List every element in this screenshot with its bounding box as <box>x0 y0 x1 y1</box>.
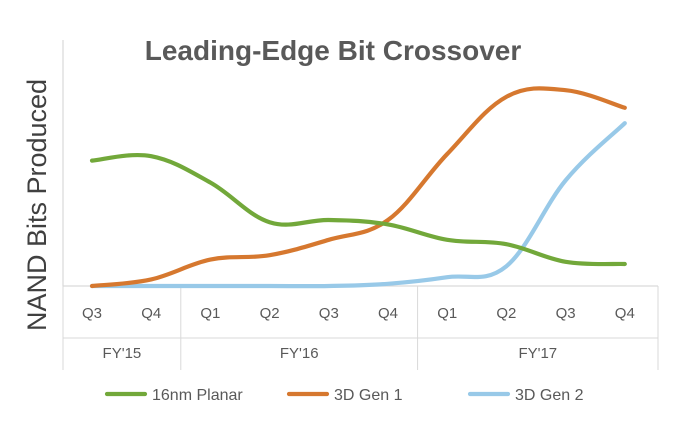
x-group-label: FY'17 <box>518 345 557 362</box>
legend-label-3d-gen-1: 3D Gen 1 <box>334 387 403 404</box>
legend-label-3d-gen-2: 3D Gen 2 <box>515 387 584 404</box>
series-layer <box>89 86 627 289</box>
x-tick-label: Q3 <box>319 305 339 322</box>
x-tick-label: Q2 <box>260 305 280 322</box>
series-line-3d-gen-2 <box>89 121 627 289</box>
x-tick-label: Q3 <box>556 305 576 322</box>
series-line-16nm-planar <box>89 152 627 267</box>
x-tick-label: Q1 <box>437 305 457 322</box>
x-tick-label: Q4 <box>141 305 161 322</box>
x-tick-label: Q4 <box>378 305 398 322</box>
x-tick-label: Q4 <box>615 305 635 322</box>
x-tick-label: Q2 <box>496 305 516 322</box>
y-axis-label: NAND Bits Produced <box>22 79 52 331</box>
series-line-3d-gen-1 <box>89 86 627 289</box>
x-group-label: FY'15 <box>103 345 142 362</box>
legend-label-16nm-planar: 16nm Planar <box>152 387 243 404</box>
chart-title: Leading-Edge Bit Crossover <box>145 35 522 66</box>
x-tick-label: Q3 <box>82 305 102 322</box>
axis-layer: Q3 Q4 Q1 Q2 Q3 Q4 Q1 Q2 Q3 Q4 FY'15 FY'16 FY'17 <box>62 40 659 370</box>
x-group-label: FY'16 <box>280 345 319 362</box>
x-tick-label: Q1 <box>200 305 220 322</box>
legend: 16nm Planar 3D Gen 1 3D Gen 2 <box>104 387 584 404</box>
